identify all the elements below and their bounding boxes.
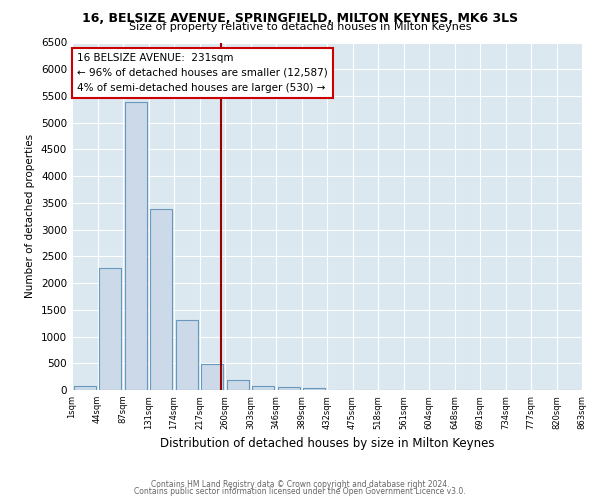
Text: Contains public sector information licensed under the Open Government Licence v3: Contains public sector information licen…	[134, 488, 466, 496]
Text: Contains HM Land Registry data © Crown copyright and database right 2024.: Contains HM Land Registry data © Crown c…	[151, 480, 449, 489]
Bar	[125, 102, 146, 390]
Bar	[74, 386, 95, 390]
Text: 16, BELSIZE AVENUE, SPRINGFIELD, MILTON KEYNES, MK6 3LS: 16, BELSIZE AVENUE, SPRINGFIELD, MILTON …	[82, 12, 518, 26]
Text: 16 BELSIZE AVENUE:  231sqm
← 96% of detached houses are smaller (12,587)
4% of s: 16 BELSIZE AVENUE: 231sqm ← 96% of detac…	[77, 53, 328, 92]
Text: Size of property relative to detached houses in Milton Keynes: Size of property relative to detached ho…	[129, 22, 471, 32]
Bar	[100, 268, 121, 390]
X-axis label: Distribution of detached houses by size in Milton Keynes: Distribution of detached houses by size …	[160, 437, 494, 450]
Bar	[304, 388, 325, 390]
Bar	[176, 320, 197, 390]
Y-axis label: Number of detached properties: Number of detached properties	[25, 134, 35, 298]
Bar	[278, 388, 299, 390]
Bar	[227, 380, 248, 390]
Bar	[253, 386, 274, 390]
Bar	[151, 210, 172, 390]
Bar	[202, 364, 223, 390]
